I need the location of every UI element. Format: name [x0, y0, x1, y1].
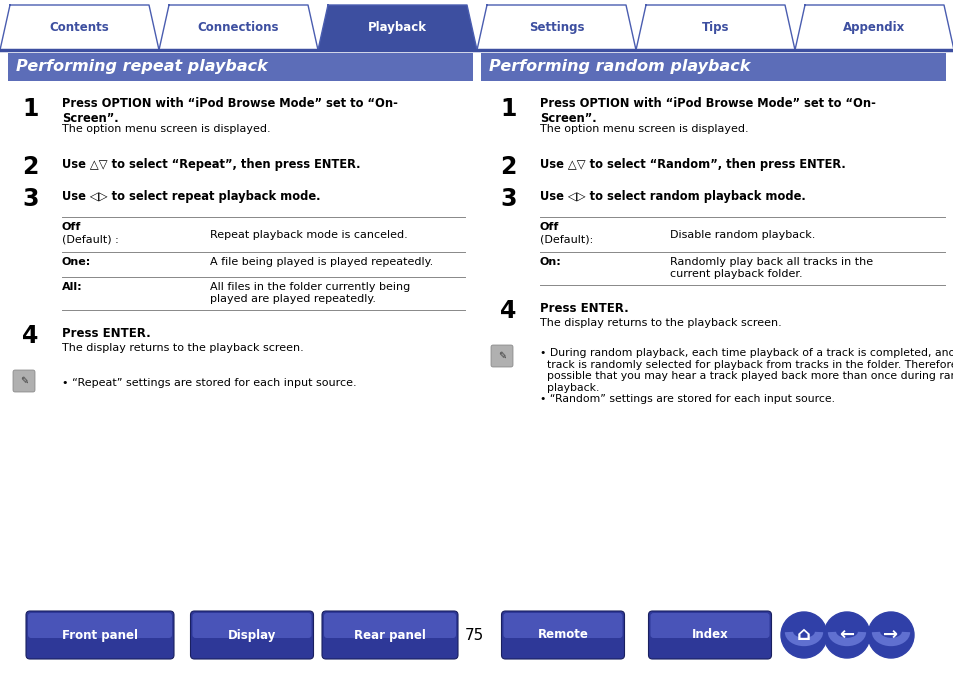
Text: One:: One: — [62, 257, 91, 267]
FancyBboxPatch shape — [193, 613, 312, 638]
Text: ⌂: ⌂ — [796, 625, 810, 645]
Text: ✎: ✎ — [497, 351, 505, 361]
Text: Contents: Contents — [50, 21, 110, 34]
Text: ✎: ✎ — [20, 376, 28, 386]
Text: • During random playback, each time playback of a track is completed, another
  : • During random playback, each time play… — [539, 348, 953, 404]
Text: 3: 3 — [499, 187, 516, 211]
Text: Tips: Tips — [701, 21, 728, 34]
Text: Repeat playback mode is canceled.: Repeat playback mode is canceled. — [210, 230, 407, 240]
Text: Off: Off — [539, 222, 558, 232]
FancyBboxPatch shape — [191, 611, 314, 659]
Text: The option menu screen is displayed.: The option menu screen is displayed. — [539, 124, 748, 134]
Text: →: → — [882, 626, 898, 644]
Text: Index: Index — [691, 629, 727, 641]
Text: 4: 4 — [499, 299, 516, 323]
FancyBboxPatch shape — [650, 613, 769, 638]
Text: 1: 1 — [22, 97, 38, 121]
Text: All:: All: — [62, 282, 83, 292]
Text: ←: ← — [839, 626, 854, 644]
Text: The display returns to the playback screen.: The display returns to the playback scre… — [539, 318, 781, 328]
Text: Front panel: Front panel — [62, 629, 138, 641]
Text: Press ENTER.: Press ENTER. — [539, 302, 628, 315]
Text: Playback: Playback — [368, 21, 427, 34]
Text: Off: Off — [62, 222, 81, 232]
Text: The option menu screen is displayed.: The option menu screen is displayed. — [62, 124, 271, 134]
FancyBboxPatch shape — [503, 613, 622, 638]
Text: • “Repeat” settings are stored for each input source.: • “Repeat” settings are stored for each … — [62, 378, 356, 388]
FancyBboxPatch shape — [324, 613, 456, 638]
Text: Randomly play back all tracks in the
current playback folder.: Randomly play back all tracks in the cur… — [669, 257, 872, 279]
Text: Remote: Remote — [537, 629, 588, 641]
Text: 3: 3 — [22, 187, 38, 211]
Text: The display returns to the playback screen.: The display returns to the playback scre… — [62, 343, 303, 353]
Text: Use ◁▷ to select repeat playback mode.: Use ◁▷ to select repeat playback mode. — [62, 190, 320, 203]
Circle shape — [867, 612, 913, 658]
Text: 1: 1 — [499, 97, 516, 121]
Text: Appendix: Appendix — [842, 21, 904, 34]
Text: All files in the folder currently being
played are played repeatedly.: All files in the folder currently being … — [210, 282, 410, 304]
Text: Connections: Connections — [197, 21, 279, 34]
Text: Use ◁▷ to select random playback mode.: Use ◁▷ to select random playback mode. — [539, 190, 805, 203]
Polygon shape — [636, 5, 794, 50]
FancyBboxPatch shape — [501, 611, 624, 659]
Text: Rear panel: Rear panel — [354, 629, 425, 641]
Text: (Default) :: (Default) : — [62, 234, 118, 244]
Polygon shape — [0, 5, 159, 50]
FancyBboxPatch shape — [491, 345, 513, 367]
Text: Press OPTION with “iPod Browse Mode” set to “On-
Screen”.: Press OPTION with “iPod Browse Mode” set… — [62, 97, 397, 125]
Text: Disable random playback.: Disable random playback. — [669, 230, 815, 240]
FancyBboxPatch shape — [28, 613, 172, 638]
Text: Display: Display — [228, 629, 276, 641]
Text: Performing repeat playback: Performing repeat playback — [16, 59, 268, 75]
Text: Use △▽ to select “Random”, then press ENTER.: Use △▽ to select “Random”, then press EN… — [539, 158, 845, 171]
Text: 75: 75 — [464, 627, 483, 643]
FancyBboxPatch shape — [8, 53, 473, 81]
Polygon shape — [476, 5, 636, 50]
Polygon shape — [317, 5, 476, 50]
Text: 4: 4 — [22, 324, 38, 348]
FancyBboxPatch shape — [26, 611, 173, 659]
Text: Performing random playback: Performing random playback — [489, 59, 750, 75]
Polygon shape — [159, 5, 317, 50]
Polygon shape — [794, 5, 953, 50]
Text: Use △▽ to select “Repeat”, then press ENTER.: Use △▽ to select “Repeat”, then press EN… — [62, 158, 360, 171]
FancyBboxPatch shape — [322, 611, 457, 659]
Text: Press OPTION with “iPod Browse Mode” set to “On-
Screen”.: Press OPTION with “iPod Browse Mode” set… — [539, 97, 875, 125]
FancyBboxPatch shape — [480, 53, 945, 81]
Text: On:: On: — [539, 257, 561, 267]
FancyBboxPatch shape — [13, 370, 35, 392]
Text: (Default):: (Default): — [539, 234, 593, 244]
Text: Settings: Settings — [528, 21, 583, 34]
Text: 2: 2 — [499, 155, 516, 179]
FancyBboxPatch shape — [648, 611, 771, 659]
Text: A file being played is played repeatedly.: A file being played is played repeatedly… — [210, 257, 433, 267]
Circle shape — [823, 612, 869, 658]
Text: Press ENTER.: Press ENTER. — [62, 327, 151, 340]
Text: 2: 2 — [22, 155, 38, 179]
Circle shape — [781, 612, 826, 658]
